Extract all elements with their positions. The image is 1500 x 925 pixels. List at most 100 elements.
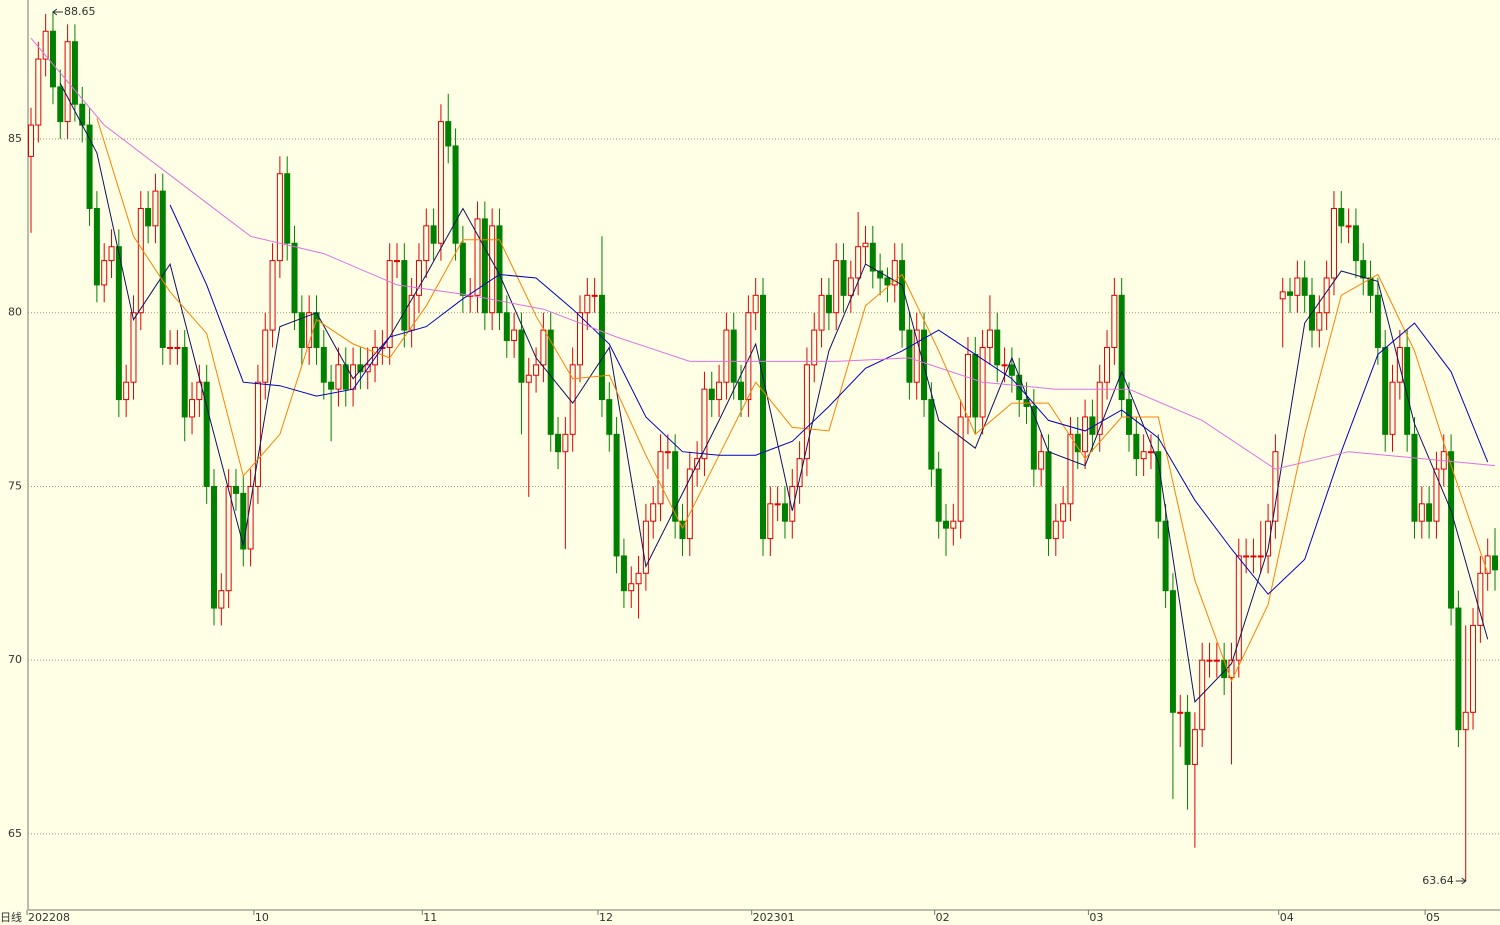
candle-up xyxy=(394,260,400,263)
candle-down xyxy=(825,294,832,314)
candle-down xyxy=(598,294,605,401)
candle-down xyxy=(452,145,459,244)
min-label: 63.64 xyxy=(1422,874,1454,887)
candle-up xyxy=(1191,729,1198,765)
candle-up xyxy=(1265,520,1272,557)
candle-up xyxy=(1060,503,1067,522)
candle-down xyxy=(943,520,949,529)
candle-down xyxy=(620,555,627,592)
x-tick-label: 04 xyxy=(1280,911,1294,924)
candle-up xyxy=(1316,312,1323,331)
candle-down xyxy=(606,399,613,435)
candle-up xyxy=(196,381,203,401)
candle-up xyxy=(1389,381,1396,435)
candle-down xyxy=(760,294,766,540)
candle-up xyxy=(254,381,261,487)
candle-down xyxy=(708,388,715,401)
candle-down xyxy=(1287,291,1294,296)
candle-up xyxy=(1433,468,1440,522)
candle-up xyxy=(986,329,993,348)
candle-up xyxy=(42,30,49,60)
candle-up xyxy=(650,503,657,522)
candle-up xyxy=(591,294,598,297)
candle-up xyxy=(101,260,108,286)
y-tick-label: 80 xyxy=(8,306,22,319)
candle-up xyxy=(1052,520,1059,540)
candle-down xyxy=(1338,207,1345,227)
candle-up xyxy=(167,346,174,349)
candle-down xyxy=(298,312,305,348)
candle-down xyxy=(869,242,876,272)
candle-up xyxy=(386,260,393,348)
candle-down xyxy=(1169,590,1176,713)
annotation-arrow xyxy=(52,8,63,16)
candle-down xyxy=(679,520,686,540)
candle-down xyxy=(481,218,488,314)
candle-up xyxy=(1213,659,1220,662)
candle-down xyxy=(203,381,210,487)
x-tick-label: 11 xyxy=(423,911,437,924)
candle-up xyxy=(1228,659,1235,679)
candle-up xyxy=(489,225,496,314)
candle-up xyxy=(811,329,818,366)
candle-down xyxy=(547,329,554,435)
x-tick-label: 05 xyxy=(1426,911,1440,924)
candle-down xyxy=(877,270,884,279)
candle-down xyxy=(291,242,298,314)
candle-down xyxy=(159,190,166,348)
candle-up xyxy=(635,572,642,585)
candle-up xyxy=(1082,416,1089,453)
candle-down xyxy=(328,381,335,390)
candle-down xyxy=(1448,451,1455,609)
candle-up xyxy=(189,399,196,418)
candle-down xyxy=(1118,294,1125,401)
candle-down xyxy=(1301,277,1308,296)
candle-up xyxy=(833,260,840,314)
candle-down xyxy=(459,242,466,296)
candle-down xyxy=(518,329,525,383)
candle-up xyxy=(1257,555,1264,558)
candle-up xyxy=(862,242,869,248)
candle-up xyxy=(1323,277,1330,314)
x-tick-label: 10 xyxy=(255,911,269,924)
candle-up xyxy=(35,58,42,126)
candle-up xyxy=(562,433,569,453)
candle-down xyxy=(496,225,503,314)
candle-down xyxy=(320,346,327,383)
candle-down xyxy=(49,30,56,88)
candle-down xyxy=(445,121,452,147)
candle-up xyxy=(511,329,518,342)
candle-up xyxy=(533,364,540,376)
candle-up xyxy=(1243,555,1250,558)
candle-up xyxy=(577,312,583,366)
candle-up xyxy=(1418,503,1425,522)
candle-up xyxy=(1147,451,1154,454)
candle-up xyxy=(1096,381,1103,435)
candle-up xyxy=(1279,291,1286,300)
candle-up xyxy=(701,388,708,460)
candle-down xyxy=(1074,433,1081,453)
candle-up xyxy=(540,329,547,366)
candle-down xyxy=(738,381,745,401)
candle-down xyxy=(1133,433,1140,460)
candle-down xyxy=(1360,260,1367,279)
candle-down xyxy=(284,173,291,244)
candle-up xyxy=(1140,451,1147,460)
candle-down xyxy=(145,207,152,227)
candle-up xyxy=(1272,451,1279,522)
candle-down xyxy=(672,451,679,522)
candle-up xyxy=(28,124,34,157)
candle-down xyxy=(613,433,620,557)
candle-down xyxy=(93,207,100,286)
candle-down xyxy=(115,246,122,401)
candle-down xyxy=(86,124,93,209)
candle-down xyxy=(928,399,935,470)
x-tick-label: 02 xyxy=(936,911,950,924)
moving-average-line xyxy=(30,37,1496,470)
candle-up xyxy=(306,312,313,348)
candle-up xyxy=(474,218,481,296)
candle-up xyxy=(1177,711,1184,714)
candle-up xyxy=(1462,711,1469,731)
candle-down xyxy=(401,260,408,331)
